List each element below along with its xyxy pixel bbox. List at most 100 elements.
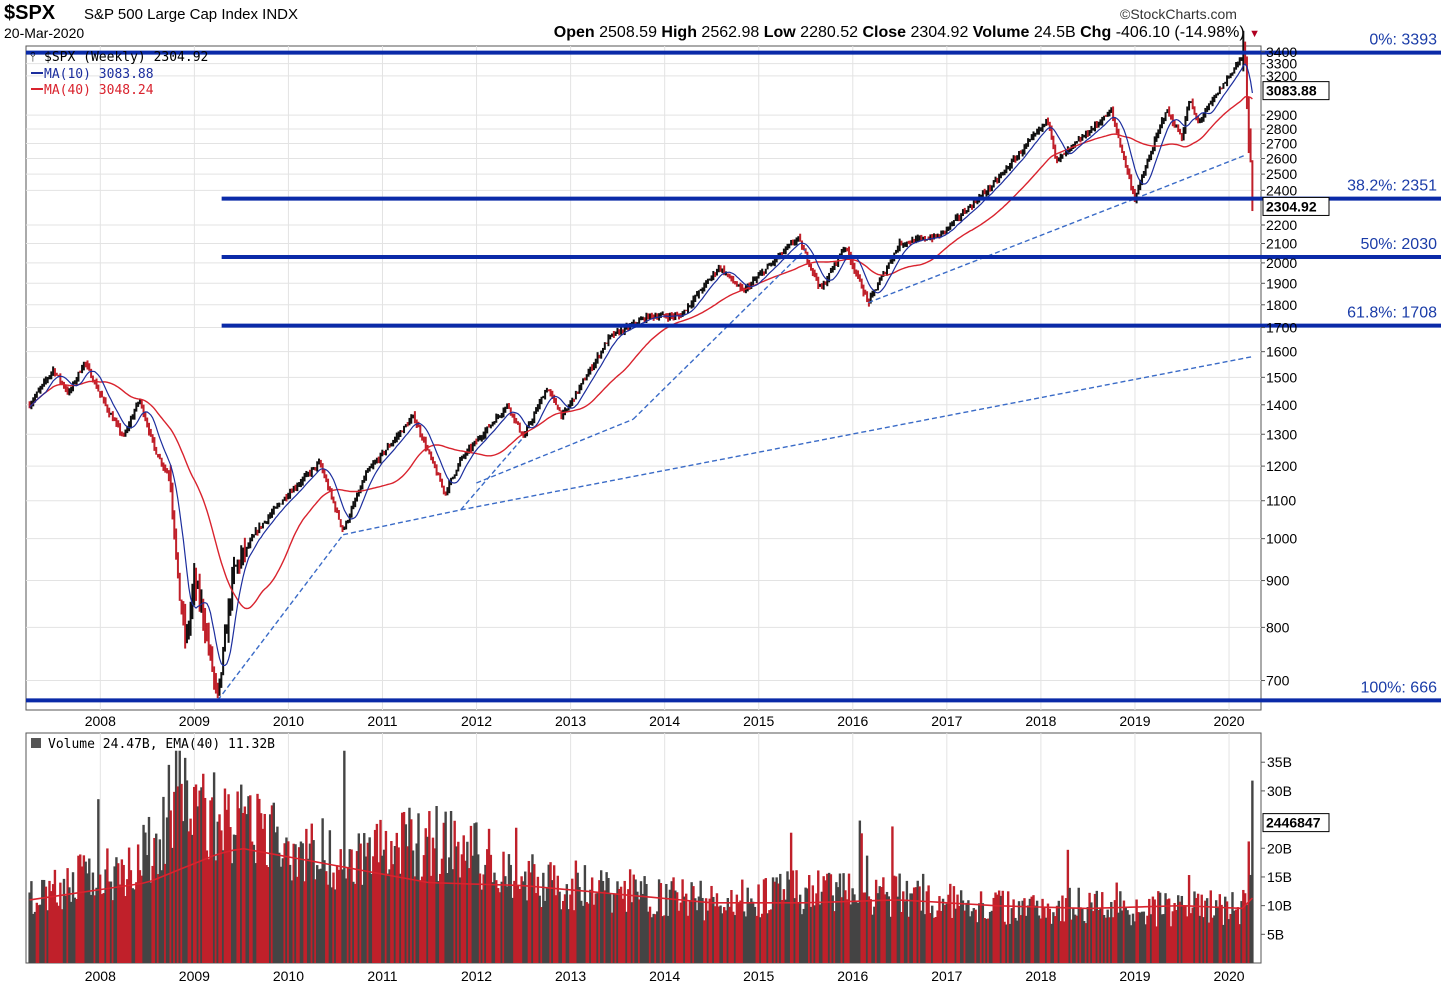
volume-bar [1093, 893, 1097, 963]
volume-bar [768, 910, 771, 963]
volume-bar [934, 916, 938, 963]
volume-year-tick-label: 2012 [461, 968, 492, 984]
volume-bar [661, 916, 664, 963]
price-legend: ⫯ $SPX (Weekly) 2304.92 MA(10) 3083.88 M… [30, 50, 208, 98]
volume-bar [968, 916, 972, 963]
volume-bar [891, 826, 894, 963]
volume-bar [193, 786, 196, 963]
volume-bar [1061, 895, 1064, 963]
volume-bar [259, 813, 263, 963]
volume-bar [117, 863, 120, 963]
volume-bar [1079, 907, 1082, 963]
volume-bar [1119, 891, 1122, 963]
volume-bar [500, 881, 503, 963]
volume-bar [599, 870, 603, 963]
volume-bar [744, 916, 748, 963]
volume-bar [777, 883, 780, 963]
volume-bar [864, 892, 867, 963]
volume-bar [475, 822, 478, 963]
volume-bar [665, 884, 668, 963]
volume-bar [1006, 891, 1010, 963]
volume-bar [254, 863, 257, 963]
price-tick-label: 1300 [1266, 426, 1297, 442]
volume-bar [581, 905, 585, 963]
volume-bar [681, 879, 684, 963]
volume-bar [95, 887, 98, 963]
volume-bar [397, 847, 400, 963]
volume-year-tick-label: 2016 [837, 968, 868, 984]
volume-bar [274, 832, 277, 963]
volume-bar [683, 896, 686, 963]
volume-bar [507, 854, 511, 963]
volume-bar [391, 864, 395, 963]
volume-bar [985, 918, 988, 963]
volume-bar [755, 915, 758, 963]
volume-bar [261, 828, 265, 963]
volume-bar [692, 886, 695, 963]
volume-tick-label: 15B [1267, 869, 1292, 885]
volume-bar [576, 872, 579, 963]
volume-bar [1032, 895, 1035, 963]
volume-bar [426, 836, 429, 963]
volume-bar [520, 876, 523, 963]
volume-bar [39, 904, 42, 963]
high-label: High [661, 24, 697, 41]
volume-bar [686, 915, 690, 963]
volume-bar [401, 812, 404, 963]
volume-bar [350, 849, 353, 963]
fib-level-label: 38.2%: 2351 [1347, 178, 1437, 195]
volume-bar [240, 784, 243, 963]
volume-bar [287, 841, 290, 963]
volume-bar [1092, 911, 1095, 963]
volume-bar [393, 846, 397, 963]
volume-bar [701, 897, 704, 963]
volume-bar [1215, 900, 1218, 963]
volume-bar [920, 910, 923, 963]
volume-bar [144, 832, 147, 963]
volume-bar [1019, 915, 1023, 963]
volume-bar [325, 871, 328, 963]
volume-bar [806, 888, 809, 963]
volume-bar [205, 850, 209, 963]
volume-bar [509, 864, 512, 963]
volume-bar [959, 890, 963, 963]
volume-bar [1037, 915, 1041, 963]
volume-bar [379, 819, 382, 963]
volume-bar [229, 827, 232, 963]
volume-bar [1030, 896, 1033, 963]
volume-bar [372, 856, 375, 963]
volume-bar [860, 833, 863, 963]
volume-bar [618, 888, 621, 963]
volume-bar [399, 873, 402, 963]
volume-bar [182, 821, 185, 963]
volume-bar [1124, 906, 1127, 963]
volume-bar [106, 848, 109, 963]
year-tick-label: 2018 [1025, 713, 1056, 729]
volume-bar [306, 858, 310, 963]
price-tick-label: 1700 [1266, 320, 1297, 336]
volume-bar [71, 872, 75, 963]
volume-bar [978, 903, 981, 963]
volume-bar [191, 834, 194, 963]
volume-bar [469, 825, 473, 963]
year-tick-label: 2011 [367, 713, 397, 729]
volume-bar [417, 813, 420, 963]
volume-bar [59, 882, 62, 963]
volume-bar [1025, 915, 1028, 963]
price-tick-label: 2700 [1266, 136, 1297, 152]
volume-year-tick-label: 2008 [85, 968, 116, 984]
volume-bar [878, 886, 881, 963]
volume-bar [171, 847, 174, 963]
volume-bar [140, 875, 143, 963]
volume-bar [916, 880, 919, 963]
volume-bar [1189, 913, 1193, 963]
volume-bar [366, 842, 370, 963]
volume-bar [109, 881, 113, 963]
volume-bar [51, 884, 55, 963]
volume-bar [715, 893, 719, 963]
volume-bar [853, 894, 856, 963]
price-tick-label: 1100 [1266, 493, 1296, 509]
low-value: 2280.52 [800, 24, 859, 41]
brand-label[interactable]: ©StockCharts.com [1120, 6, 1237, 22]
